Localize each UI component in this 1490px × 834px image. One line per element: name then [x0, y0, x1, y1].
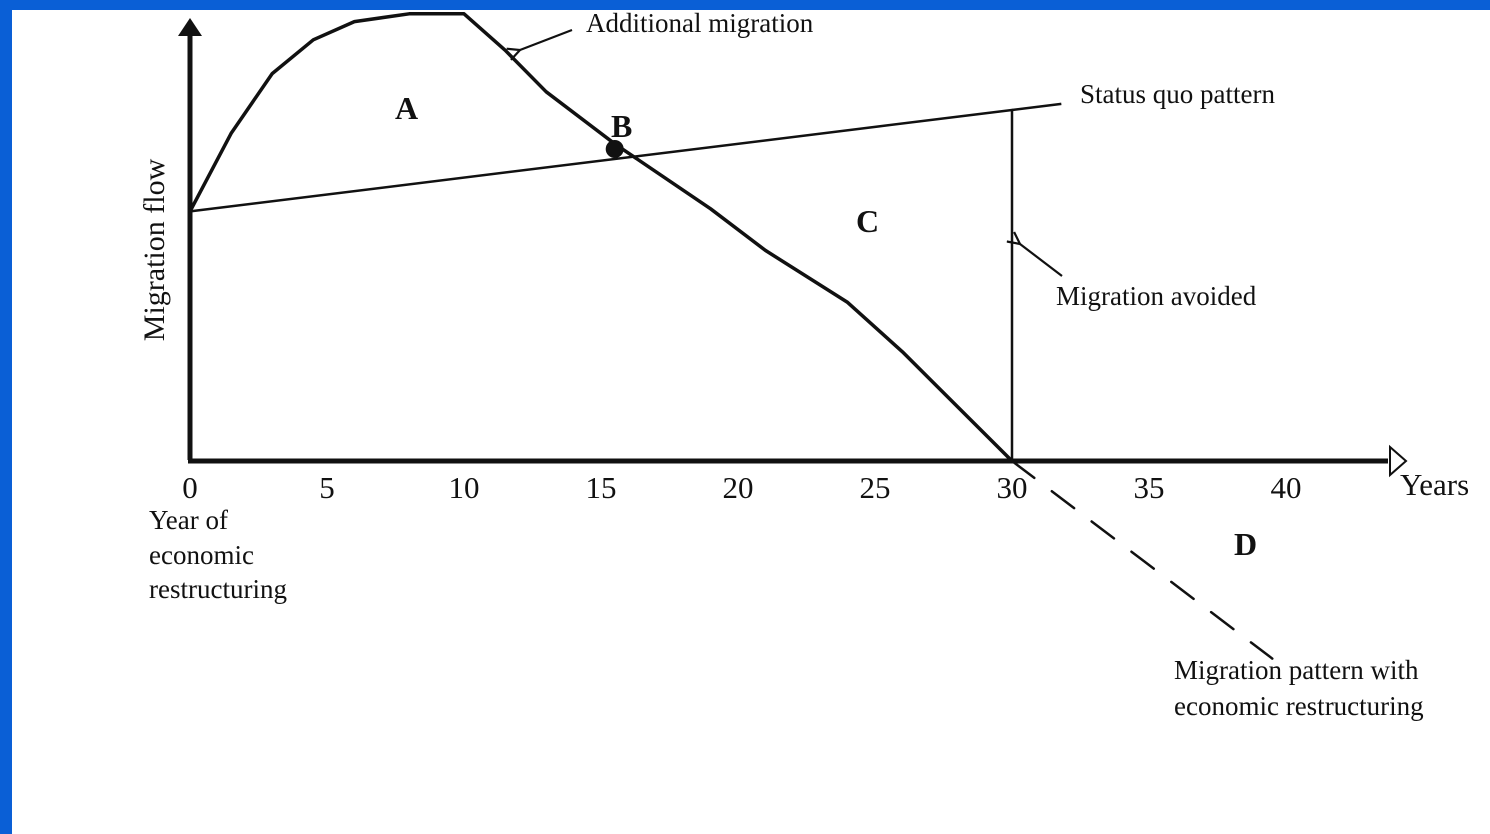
region-label-c: C: [856, 203, 879, 239]
intersection-point-b: [605, 140, 624, 158]
x-tick-label: 35: [1134, 470, 1165, 505]
additional-migration-arrow-icon: [520, 28, 573, 50]
series-line-restructuring: [188, 12, 1014, 463]
x-tick-label: 15: [586, 470, 617, 505]
y-axis-arrow: [178, 18, 202, 36]
slide: Migration flow Years 0 5 10 15 20 25 30 35 40 Ye…: [12, 10, 1490, 834]
x-tick-label: 0: [182, 470, 198, 505]
x-tick-label: 5: [319, 470, 335, 505]
region-label-b: B: [611, 108, 632, 144]
region-label-a: A: [395, 90, 418, 126]
x-tick-labels: 0 5 10 15 20 25 30 35 40: [182, 470, 1301, 505]
annotation-restructuring-line1: Migration pattern with: [1174, 655, 1419, 685]
annotation-migration-avoided: Migration avoided: [1056, 281, 1257, 311]
x-tick-label: 10: [449, 470, 480, 505]
x-tick-label: 25: [860, 470, 891, 505]
annotation-additional-migration: Additional migration: [586, 10, 814, 38]
y-axis-label: Migration flow: [138, 158, 171, 341]
x-tick-label: 40: [1271, 470, 1302, 505]
region-label-d: D: [1234, 526, 1257, 562]
annotation-status-quo-pattern: Status quo pattern: [1080, 79, 1275, 109]
origin-label-line1: Year of: [149, 505, 228, 535]
migration-avoided-arrow-icon: [1020, 244, 1063, 277]
x-tick-label: 20: [723, 470, 754, 505]
series-lines: [188, 12, 1274, 660]
series-line-status-quo: [188, 108, 1014, 213]
x-tick-label: 30: [997, 470, 1028, 505]
x-axis-arrow-icon: [1389, 444, 1408, 478]
origin-label-line2: economic: [149, 540, 254, 570]
origin-label-line3: restructuring: [149, 574, 287, 604]
annotation-restructuring-line2: economic restructuring: [1174, 691, 1424, 721]
series-line-dashed-extrapolation: [1010, 459, 1274, 660]
chart: Migration flow Years 0 5 10 15 20 25 30 35 40 Ye…: [138, 10, 1469, 721]
x-axis-label: Years: [1400, 467, 1469, 502]
series-line-status-quo-extension: [1011, 102, 1062, 112]
